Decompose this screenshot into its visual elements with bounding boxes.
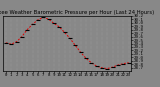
Title: Milwaukee Weather Barometric Pressure per Hour (Last 24 Hours): Milwaukee Weather Barometric Pressure pe… [0,10,154,15]
